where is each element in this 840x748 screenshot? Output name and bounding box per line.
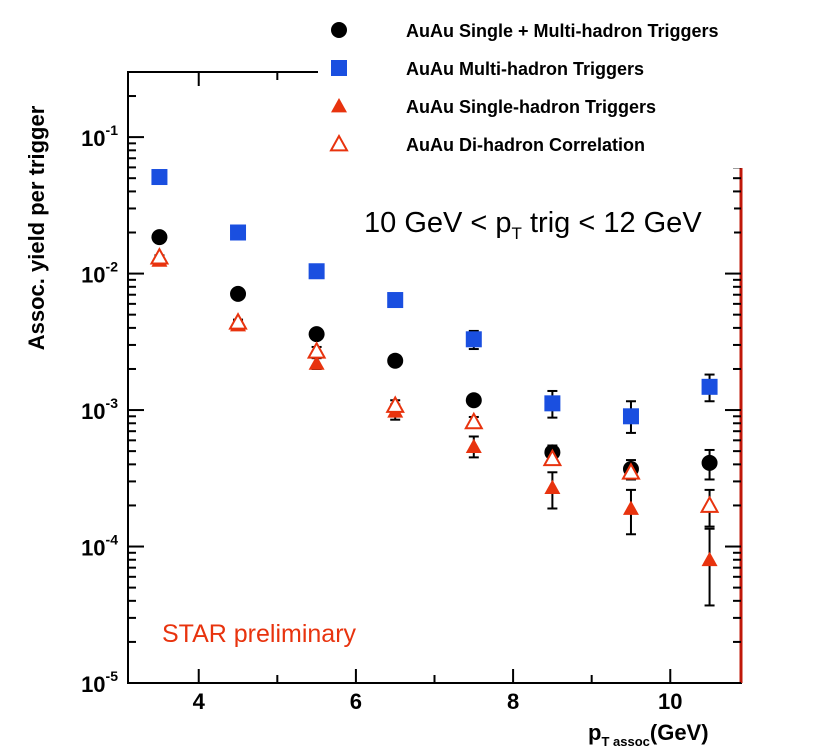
data-point-triangle-open (464, 411, 484, 430)
trigger-range-background (356, 194, 734, 244)
data-point-triangle-open (542, 448, 563, 467)
data-point-triangle (331, 98, 347, 113)
x-axis-title-subscript: T assoc (601, 734, 649, 748)
trigger-range-suffix: trig < 12 GeV (522, 207, 702, 239)
series-4 (149, 247, 720, 528)
y-tick-base: 10 (81, 399, 105, 424)
y-tick-label: 10-3 (81, 395, 118, 424)
x-axis-title-unit: (GeV) (650, 720, 709, 745)
x-tick-label: 6 (350, 689, 362, 714)
data-point-square (230, 224, 247, 241)
x-axis-title: pT assoc(GeV) (588, 720, 709, 748)
legend: AuAu Single + Multi-hadron Triggers AuAu … (329, 21, 719, 155)
data-point-square (331, 60, 347, 76)
data-point-circle (387, 352, 404, 369)
y-tick-label: 10-5 (81, 668, 118, 697)
data-point-circle (701, 454, 718, 471)
series-2 (151, 169, 718, 434)
data-point-square (701, 378, 718, 395)
y-tick-base: 10 (81, 672, 105, 697)
y-tick-exponent: -2 (106, 259, 119, 275)
preliminary-label: STAR preliminary (162, 620, 357, 648)
y-tick-base: 10 (81, 263, 105, 288)
data-point-circle (230, 285, 247, 302)
y-tick-exponent: -4 (106, 532, 119, 548)
data-point-triangle-open (621, 462, 641, 480)
data-point-triangle-open (228, 312, 248, 330)
data-point-triangle (622, 500, 639, 515)
legend-entry-label: AuAu Di-hadron Correlation (406, 135, 645, 155)
data-point-triangle (701, 551, 718, 567)
data-point-square (544, 395, 561, 412)
data-point-triangle-open (699, 495, 720, 513)
legend-panel (318, 8, 840, 168)
y-tick-label: 10-4 (81, 532, 118, 561)
data-point-triangle (465, 438, 482, 453)
data-point-triangle-open (385, 395, 405, 413)
y-tick-exponent: -1 (106, 122, 119, 138)
data-point-square (387, 292, 404, 309)
data-point-square (151, 169, 168, 186)
data-point-circle (331, 22, 347, 38)
x-tick-label: 8 (507, 689, 519, 714)
legend-entry-label: AuAu Single + Multi-hadron Triggers (406, 21, 719, 41)
data-point-square (308, 263, 325, 280)
data-point-circle (465, 392, 482, 409)
y-tick-exponent: -5 (106, 668, 119, 684)
x-tick-label: 4 (193, 689, 206, 714)
data-point-triangle (544, 479, 561, 495)
trigger-range-prefix: 10 GeV < p (364, 207, 512, 239)
data-marks (149, 169, 720, 607)
data-point-square (465, 331, 482, 348)
data-point-triangle (308, 355, 325, 370)
data-point-triangle-open (329, 133, 349, 152)
data-point-triangle-open (306, 341, 327, 359)
x-axis-title-symbol: p (588, 720, 601, 745)
y-tick-base: 10 (81, 536, 105, 561)
legend-entry-label: AuAu Multi-hadron Triggers (406, 59, 644, 79)
x-tick-label: 10 (658, 689, 682, 714)
y-tick-label: 10-1 (81, 122, 118, 151)
data-point-triangle-open (149, 247, 170, 265)
y-axis-title: Assoc. yield per trigger (24, 105, 49, 350)
data-point-circle (151, 229, 168, 246)
data-point-circle (308, 326, 325, 343)
y-tick-base: 10 (81, 126, 105, 151)
trigger-range-subscript: T (512, 224, 522, 243)
y-tick-exponent: -3 (106, 395, 119, 411)
legend-entry-label: AuAu Single-hadron Triggers (406, 97, 656, 117)
trigger-range-annotation: 10 GeV < pT trig < 12 GeV (364, 207, 702, 243)
y-tick-label: 10-2 (81, 259, 118, 288)
data-point-square (622, 408, 639, 425)
